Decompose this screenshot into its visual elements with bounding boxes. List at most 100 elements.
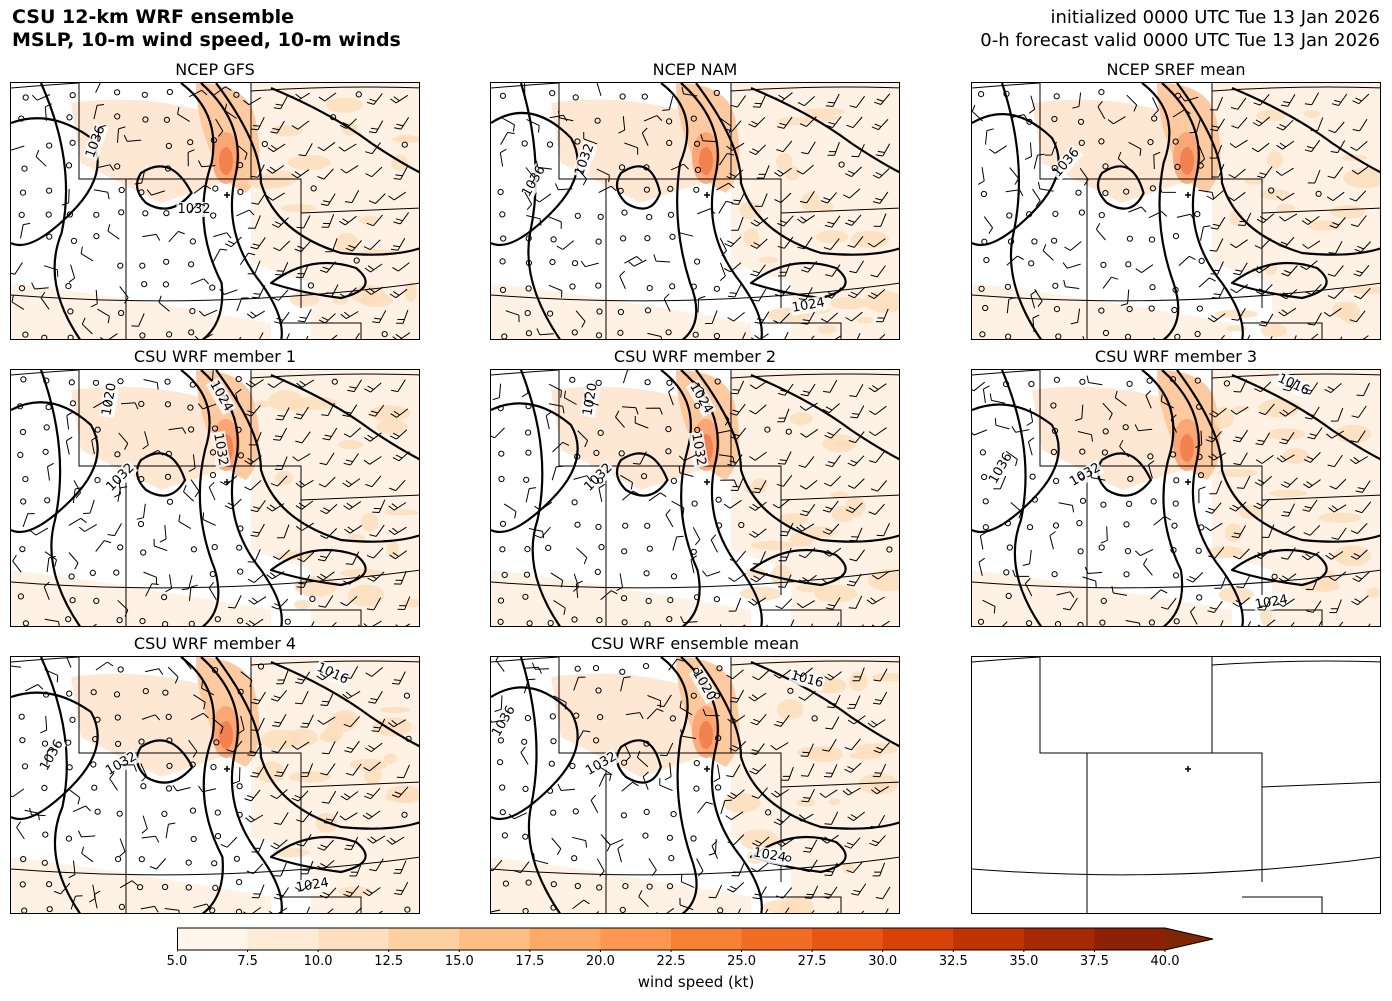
wind-barb	[825, 716, 840, 730]
wind-barb	[43, 581, 50, 600]
calm-wind-circle	[46, 233, 53, 240]
wind-barb	[317, 860, 335, 870]
wind-barb	[345, 763, 362, 776]
wind-barb	[727, 284, 742, 298]
wind-barb	[11, 665, 22, 668]
wind-barb	[367, 571, 385, 582]
colorbar-tick-label: 37.5	[1079, 954, 1109, 969]
wind-barb	[1128, 141, 1142, 156]
wind-barb	[366, 597, 382, 611]
calm-wind-circle	[1007, 238, 1015, 245]
calm-wind-circle	[571, 260, 579, 267]
calm-wind-circle	[17, 403, 24, 410]
wind-barb	[1220, 620, 1224, 626]
wind-barb	[492, 383, 502, 401]
wind-barb	[266, 571, 285, 580]
wind-barb	[1134, 424, 1153, 432]
calm-wind-circle	[597, 429, 604, 437]
wind-barb	[107, 224, 120, 240]
calm-wind-circle	[1148, 236, 1156, 243]
calm-wind-circle	[1148, 305, 1155, 312]
wind-barb	[177, 107, 190, 122]
calm-wind-circle	[1124, 548, 1132, 555]
wind-barb	[724, 236, 742, 248]
wind-barb	[327, 908, 334, 913]
wind-barb	[1148, 460, 1155, 479]
wind-barb	[73, 480, 82, 499]
calm-wind-circle	[501, 832, 508, 839]
isobar-line	[39, 83, 82, 339]
wind-barb	[355, 907, 363, 913]
wind-barb	[501, 117, 515, 132]
wind-barb	[250, 764, 265, 778]
wind-barb	[197, 403, 217, 410]
wind-barb	[318, 595, 334, 608]
wind-barb	[873, 213, 887, 227]
calm-wind-circle	[1031, 238, 1038, 245]
calm-wind-circle	[1196, 403, 1203, 410]
isobar-line	[215, 83, 419, 256]
wind-barb	[1190, 606, 1198, 625]
colorbar-tick-label: 10.0	[303, 954, 333, 969]
wind-barb	[1178, 255, 1196, 266]
wind-barb	[270, 839, 288, 850]
calm-wind-circle	[17, 593, 24, 600]
wind-barb	[752, 670, 770, 681]
wind-barb	[271, 289, 289, 301]
calm-wind-circle	[1026, 118, 1033, 125]
wind-barb	[1232, 548, 1250, 560]
wind-barb	[1209, 144, 1223, 159]
state-boundaries	[491, 83, 899, 339]
wind-barb	[145, 668, 164, 675]
wind-barb	[1251, 142, 1270, 153]
calm-wind-circle	[617, 329, 624, 336]
wind-barb	[369, 858, 384, 872]
calm-wind-circle	[309, 595, 316, 602]
wind-barb	[799, 480, 818, 490]
wind-barb	[362, 810, 381, 820]
calm-wind-circle	[715, 735, 722, 742]
isobar-line	[695, 83, 899, 256]
calm-wind-circle	[185, 859, 192, 866]
wind-barb	[847, 715, 866, 725]
state-boundaries	[11, 83, 419, 339]
wind-barb	[616, 573, 623, 592]
calm-wind-circle	[621, 209, 628, 216]
wind-barb	[395, 623, 411, 626]
wind-barb	[211, 717, 224, 734]
calm-wind-circle	[138, 856, 145, 863]
calm-wind-circle	[497, 759, 504, 766]
wind-barb	[320, 528, 338, 539]
wind-barb	[1211, 285, 1226, 299]
wind-barb	[291, 741, 310, 750]
wind-barb	[723, 262, 742, 273]
calm-wind-circle	[1079, 497, 1087, 504]
wind-barb	[291, 169, 310, 179]
wind-barb	[248, 596, 267, 605]
panel-title-member3: CSU WRF member 3	[1094, 347, 1258, 366]
isobar-label: 1036	[37, 737, 67, 773]
calm-wind-circle	[1126, 380, 1133, 387]
isobar-line	[39, 657, 82, 913]
wind-barb	[876, 522, 890, 537]
wind-barb	[1304, 139, 1321, 153]
wind-barb	[1307, 427, 1323, 440]
wind-barb	[1231, 117, 1248, 129]
wind-barb	[178, 514, 192, 530]
wind-barb	[317, 716, 336, 725]
wind-barb	[270, 789, 288, 800]
calm-wind-circle	[1003, 90, 1010, 97]
idaho-boundary	[972, 370, 1041, 376]
calm-wind-circle	[141, 281, 148, 288]
wind-barb	[316, 571, 335, 581]
wind-barb	[1186, 572, 1204, 583]
wind-barb	[1012, 569, 1030, 577]
wind-barb	[142, 431, 149, 450]
calm-wind-circle	[670, 573, 678, 580]
calm-wind-circle	[641, 93, 648, 100]
calm-wind-circle	[667, 597, 674, 604]
wind-barb	[749, 144, 767, 156]
wind-barb	[365, 667, 383, 677]
calm-wind-circle	[1051, 571, 1058, 578]
isobar-label-halo	[580, 459, 617, 496]
